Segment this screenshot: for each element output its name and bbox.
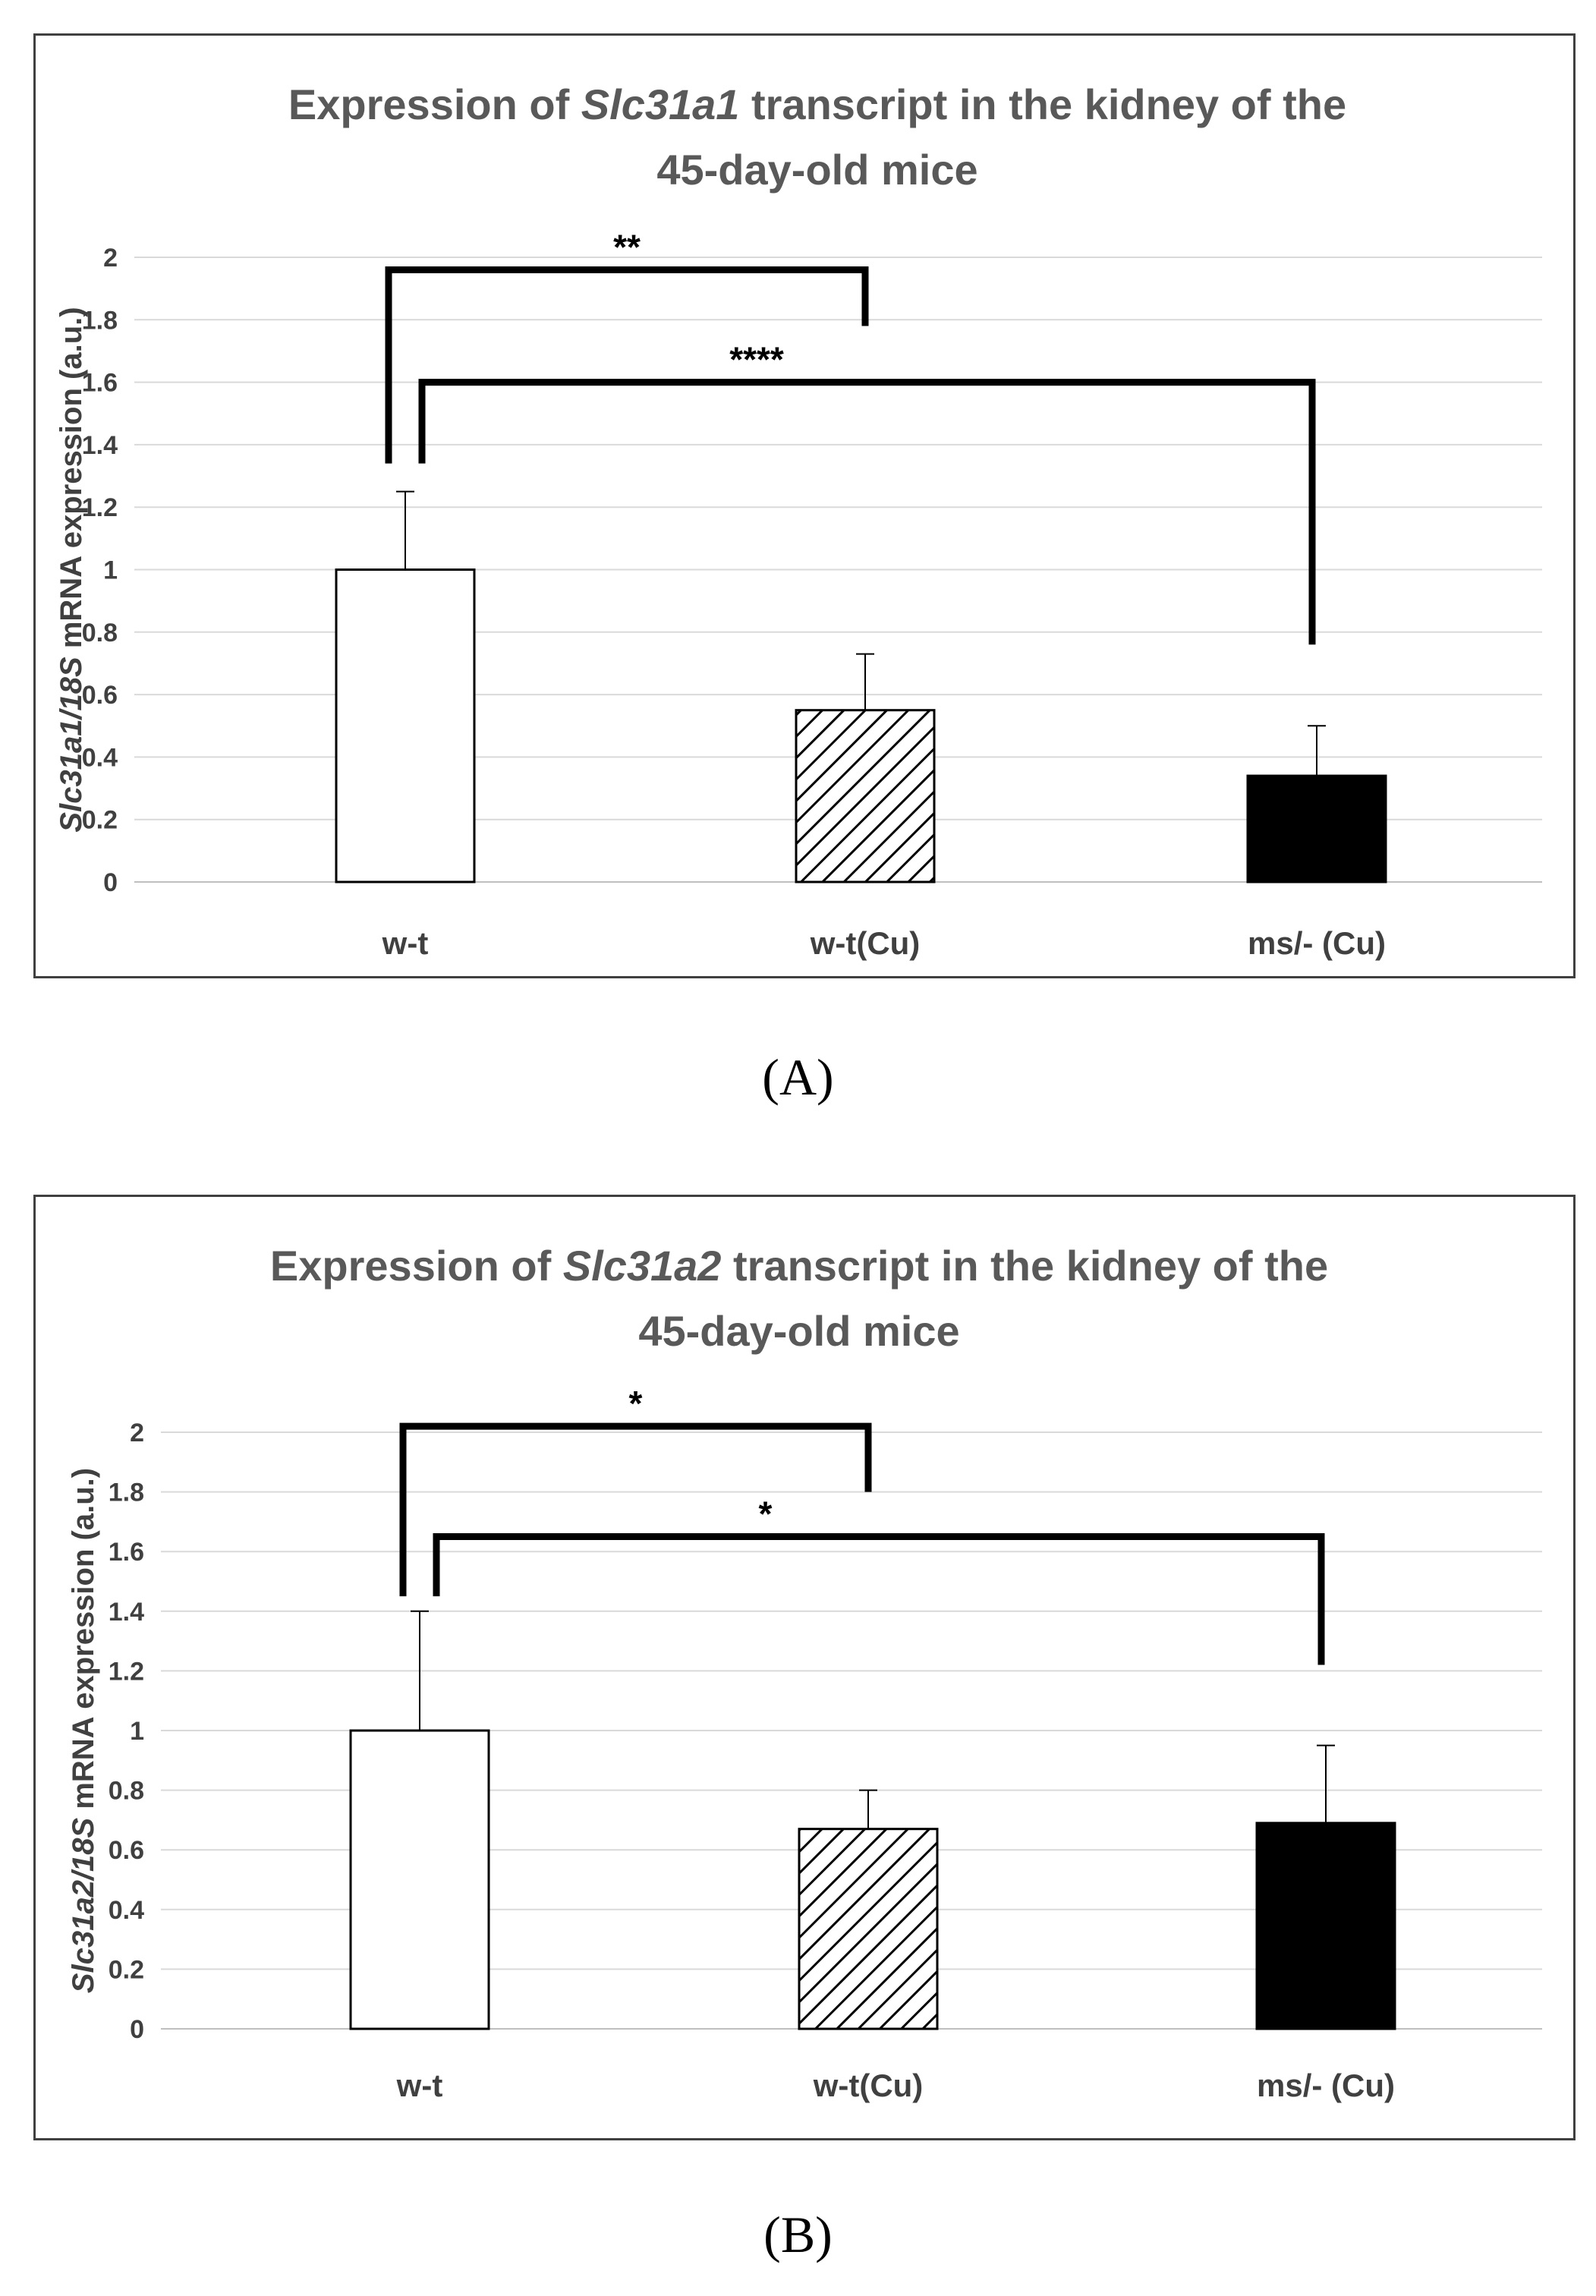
chart-title-line2: 45-day-old mice xyxy=(638,1307,959,1355)
y-tick-label: 1.8 xyxy=(82,306,118,335)
chart-title-run-2: transcript in the kidney of the xyxy=(721,1242,1328,1290)
significance-label: * xyxy=(759,1494,773,1534)
category-label: w-t(Cu) xyxy=(810,925,921,961)
significance-label: **** xyxy=(729,340,784,380)
category-label: w-t xyxy=(382,925,429,961)
chart-panel-b: Expression of Slc31a2 transcript in the … xyxy=(33,1195,1576,2140)
y-tick-label: 1.4 xyxy=(109,1598,144,1627)
category-label: w-t(Cu) xyxy=(813,2068,924,2103)
category-label: ms/- (Cu) xyxy=(1257,2068,1395,2103)
y-tick-label: 1.2 xyxy=(109,1657,144,1686)
category-label: w-t xyxy=(396,2068,443,2103)
y-tick-label: 1 xyxy=(103,556,118,585)
y-tick-label: 0 xyxy=(103,868,118,897)
significance-bracket xyxy=(433,1533,1325,1665)
y-axis-label-run-1: mRNA expression (a.u.) xyxy=(55,307,88,657)
y-tick-label: 0.2 xyxy=(109,1955,144,1984)
significance-bracket xyxy=(399,1422,872,1597)
chart-title-line1: Expression of Slc31a1 transcript in the … xyxy=(288,80,1346,128)
y-axis-label-run-1: mRNA expression (a.u.) xyxy=(67,1468,100,1818)
category-label: ms/- (Cu) xyxy=(1248,925,1386,961)
y-tick-label: 1.6 xyxy=(82,369,118,398)
panel-label-a: (A) xyxy=(762,1048,834,1106)
significance-bracket xyxy=(385,266,869,464)
y-tick-label: 0.8 xyxy=(109,1777,144,1806)
chart-title-run-0: Expression of xyxy=(270,1242,563,1290)
chart-title-run-1: Slc31a2 xyxy=(563,1242,722,1290)
significance-label: * xyxy=(629,1384,643,1423)
y-axis-label: Slc31a2/18S mRNA expression (a.u.) xyxy=(67,1468,100,1993)
y-axis-label-run-0: Slc31a1/18S xyxy=(55,657,88,833)
bar xyxy=(335,568,476,883)
y-axis-label-run-0: Slc31a2/18S xyxy=(67,1817,100,1993)
y-axis-label: Slc31a1/18S mRNA expression (a.u.) xyxy=(55,307,88,832)
bar-chart-b: Expression of Slc31a2 transcript in the … xyxy=(67,1242,1542,2103)
y-tick-label: 0 xyxy=(130,2015,144,2044)
chart-title-line2: 45-day-old mice xyxy=(656,146,977,194)
y-tick-label: 0.4 xyxy=(82,743,118,772)
panel-label-b: (B) xyxy=(763,2206,833,2263)
chart-title-run-1: Slc31a1 xyxy=(581,80,740,128)
bar xyxy=(1255,1822,1396,2030)
y-tick-label: 0.2 xyxy=(82,806,118,835)
y-tick-label: 2 xyxy=(130,1419,144,1447)
bar xyxy=(798,1828,939,2030)
significance-label: ** xyxy=(613,227,641,266)
y-tick-label: 1.2 xyxy=(82,493,118,522)
y-tick-label: 1.8 xyxy=(109,1479,144,1507)
y-tick-label: 1 xyxy=(130,1717,144,1746)
y-tick-label: 0.8 xyxy=(82,619,118,647)
y-tick-label: 1.6 xyxy=(109,1538,144,1567)
chart-title-line1: Expression of Slc31a2 transcript in the … xyxy=(270,1242,1328,1290)
bar xyxy=(349,1729,490,2030)
significance-bracket xyxy=(418,379,1316,645)
bar xyxy=(795,709,936,883)
chart-panel-a: Expression of Slc31a1 transcript in the … xyxy=(33,33,1576,978)
y-tick-label: 0.6 xyxy=(82,681,118,710)
bar xyxy=(1246,774,1387,883)
y-tick-label: 2 xyxy=(103,244,118,272)
chart-title-run-0: Expression of xyxy=(288,80,581,128)
y-tick-label: 1.4 xyxy=(82,431,118,460)
bar-chart-a: Expression of Slc31a1 transcript in the … xyxy=(55,80,1542,961)
y-tick-label: 0.6 xyxy=(109,1836,144,1865)
chart-title-run-2: transcript in the kidney of the xyxy=(739,80,1346,128)
y-tick-label: 0.4 xyxy=(109,1896,144,1925)
